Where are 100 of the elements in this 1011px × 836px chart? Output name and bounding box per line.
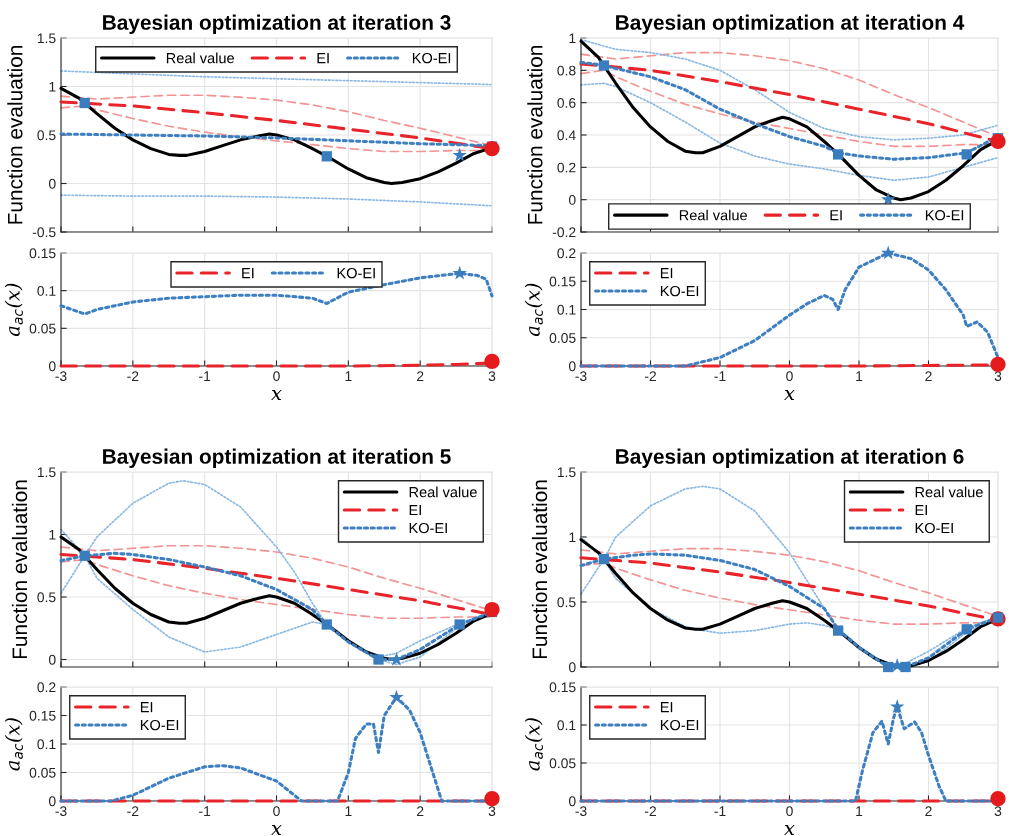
y-tick-label: 0.2	[557, 162, 576, 173]
y-tick-label: 1.5	[557, 467, 576, 478]
y-tick-label: 0	[568, 796, 576, 807]
y-tick-label: 1.5	[37, 33, 56, 44]
y-axis-title: Function evaluation	[11, 480, 28, 659]
y-tick-label: 0	[568, 361, 576, 372]
chart-title: Bayesian optimization at iteration 3	[103, 14, 451, 34]
y-axis-title: a$_{ac}$(x)	[524, 718, 543, 771]
y-tick-label: 0.05	[549, 333, 576, 343]
y-tick-label: 0	[48, 654, 56, 665]
x-axis-title: x	[784, 824, 795, 835]
y-tick-label: 0.1	[37, 286, 56, 296]
legend-label: Real value	[166, 52, 234, 64]
chart-title: Bayesian optimization at iteration 5	[103, 448, 451, 468]
x-tick-label: -2	[644, 371, 656, 381]
y-axis-title: Function evaluation	[531, 480, 548, 659]
y-tick-label: 1.5	[37, 467, 56, 478]
legend-label: EI	[317, 53, 329, 64]
x-axis-title: x	[784, 389, 795, 400]
chart-title: Bayesian optimization at iteration 6	[616, 448, 964, 468]
x-tick-label: -1	[199, 371, 211, 381]
y-tick-label: 1	[569, 532, 576, 543]
y-tick-label: 0.05	[29, 323, 56, 334]
y-tick-label: 0.5	[37, 592, 56, 603]
x-tick-label: 2	[417, 371, 424, 381]
legend-label: KO-EI	[140, 719, 179, 731]
legend-label: KO-EI	[337, 267, 375, 279]
y-tick-label: 0.15	[549, 682, 576, 693]
y-tick-label: 0.4	[557, 130, 576, 141]
y-tick-label: 0.5	[37, 130, 56, 141]
legend-label: EI	[660, 702, 673, 713]
y-tick-label: -0.2	[552, 227, 576, 238]
y-axis-title: Function evaluation	[7, 46, 23, 224]
x-tick-label: 3	[994, 371, 1002, 382]
x-tick-label: 0	[786, 371, 793, 382]
y-tick-label: 0	[48, 796, 56, 807]
y-tick-label: 0.1	[557, 304, 576, 315]
y-tick-label: 0	[48, 361, 56, 372]
legend-label: EI	[140, 702, 153, 713]
x-tick-label: 3	[488, 371, 496, 382]
y-tick-label: 0	[568, 662, 576, 673]
legend-label: Real value	[409, 486, 477, 498]
x-tick-label: 1	[345, 371, 352, 381]
x-tick-label: -3	[55, 806, 67, 817]
x-tick-label: 1	[345, 806, 352, 816]
legend-label: Real value	[679, 209, 747, 221]
legend-label: KO-EI	[915, 522, 953, 534]
x-tick-label: 0	[273, 806, 280, 817]
legend-label: KO-EI	[409, 522, 447, 534]
y-tick-label: 0	[48, 178, 56, 189]
x-tick-label: 3	[994, 806, 1002, 817]
x-tick-label: 3	[488, 806, 496, 817]
x-tick-label: -2	[127, 371, 139, 381]
y-axis-title: a$_{ac}$(x)	[4, 718, 23, 771]
x-tick-label: 0	[273, 371, 280, 382]
legend-label: EI	[915, 505, 927, 516]
x-tick-label: 1	[856, 371, 863, 381]
x-tick-label: -3	[575, 806, 587, 817]
y-tick-label: 0.8	[557, 65, 576, 76]
y-tick-label: 0.05	[29, 767, 56, 778]
x-axis-title: x	[271, 389, 282, 400]
x-tick-label: 2	[417, 806, 424, 816]
legend-label: EI	[409, 505, 421, 516]
legend-label: KO-EI	[925, 210, 964, 221]
y-tick-label: 1	[49, 81, 56, 92]
y-tick-label: 0.15	[29, 710, 56, 721]
y-tick-label: -0.5	[32, 227, 56, 238]
y-tick-label: 0.2	[557, 248, 576, 259]
y-tick-label: 0.05	[549, 758, 576, 769]
y-axis-title: a$_{ac}$(x)	[4, 283, 23, 337]
x-tick-label: -3	[575, 371, 587, 382]
x-tick-label: -1	[714, 371, 726, 381]
y-tick-label: 0.1	[557, 720, 576, 731]
x-tick-label: -1	[714, 806, 726, 816]
y-tick-label: 0.5	[557, 597, 576, 608]
legend-label: EI	[830, 210, 842, 221]
y-tick-label: 0.15	[29, 248, 56, 259]
y-tick-label: 0.15	[549, 276, 576, 287]
x-tick-label: -2	[644, 806, 656, 816]
x-tick-label: -1	[199, 806, 211, 816]
x-tick-label: 2	[925, 806, 932, 816]
y-tick-label: 0	[568, 195, 576, 205]
legend-label: KO-EI	[412, 52, 451, 64]
x-tick-label: -3	[55, 371, 67, 382]
legend-label: Real value	[915, 486, 983, 498]
x-axis-title: x	[271, 824, 282, 835]
legend-label: EI	[242, 268, 254, 279]
chart-title: Bayesian optimization at iteration 4	[616, 14, 965, 34]
x-tick-label: -2	[127, 806, 139, 816]
legend-label: KO-EI	[660, 285, 699, 297]
legend-label: EI	[660, 268, 673, 279]
legend-label: KO-EI	[660, 719, 699, 731]
y-tick-label: 0.1	[37, 739, 56, 750]
y-tick-label: 1	[49, 529, 56, 540]
y-tick-label: 0.2	[37, 682, 56, 693]
y-axis-title: a$_{ac}$(x)	[524, 283, 543, 337]
x-tick-label: 0	[786, 806, 793, 817]
y-tick-label: 0.6	[557, 98, 576, 108]
y-axis-title: Function evaluation	[527, 46, 543, 224]
y-tick-label: 1	[569, 33, 576, 44]
